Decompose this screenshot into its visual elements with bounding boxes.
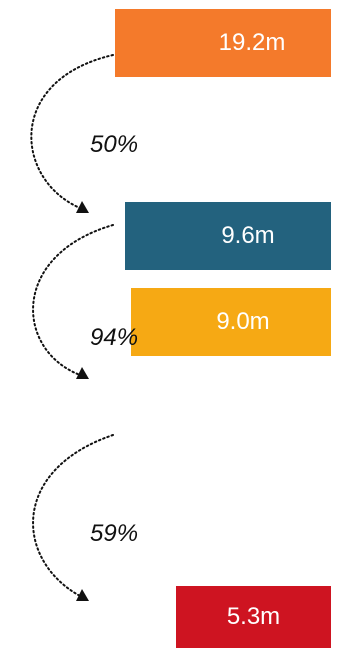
- value-label-1: 19.2m: [218, 29, 286, 56]
- value-box-1: 19.2m: [115, 9, 331, 77]
- connector-arrow-3: [32, 434, 114, 597]
- connector-arrowhead-3: [76, 589, 89, 601]
- transition-label-3: 59%: [90, 520, 139, 547]
- connector-arrow-2: [32, 224, 114, 376]
- connector-arrowhead-1: [76, 201, 89, 213]
- value-label-4: 5.3m: [226, 603, 281, 630]
- value-box-3: 9.0m: [131, 288, 331, 356]
- connector-arrow-1: [30, 54, 114, 209]
- connector-arrowhead-2: [76, 367, 89, 379]
- value-label-2: 9.6m: [221, 222, 275, 249]
- transition-label-2: 94%: [90, 324, 139, 351]
- transition-label-1: 50%: [90, 131, 139, 158]
- value-box-4: 5.3m: [176, 586, 331, 648]
- value-box-2: 9.6m: [125, 202, 331, 270]
- value-label-3: 9.0m: [216, 308, 270, 335]
